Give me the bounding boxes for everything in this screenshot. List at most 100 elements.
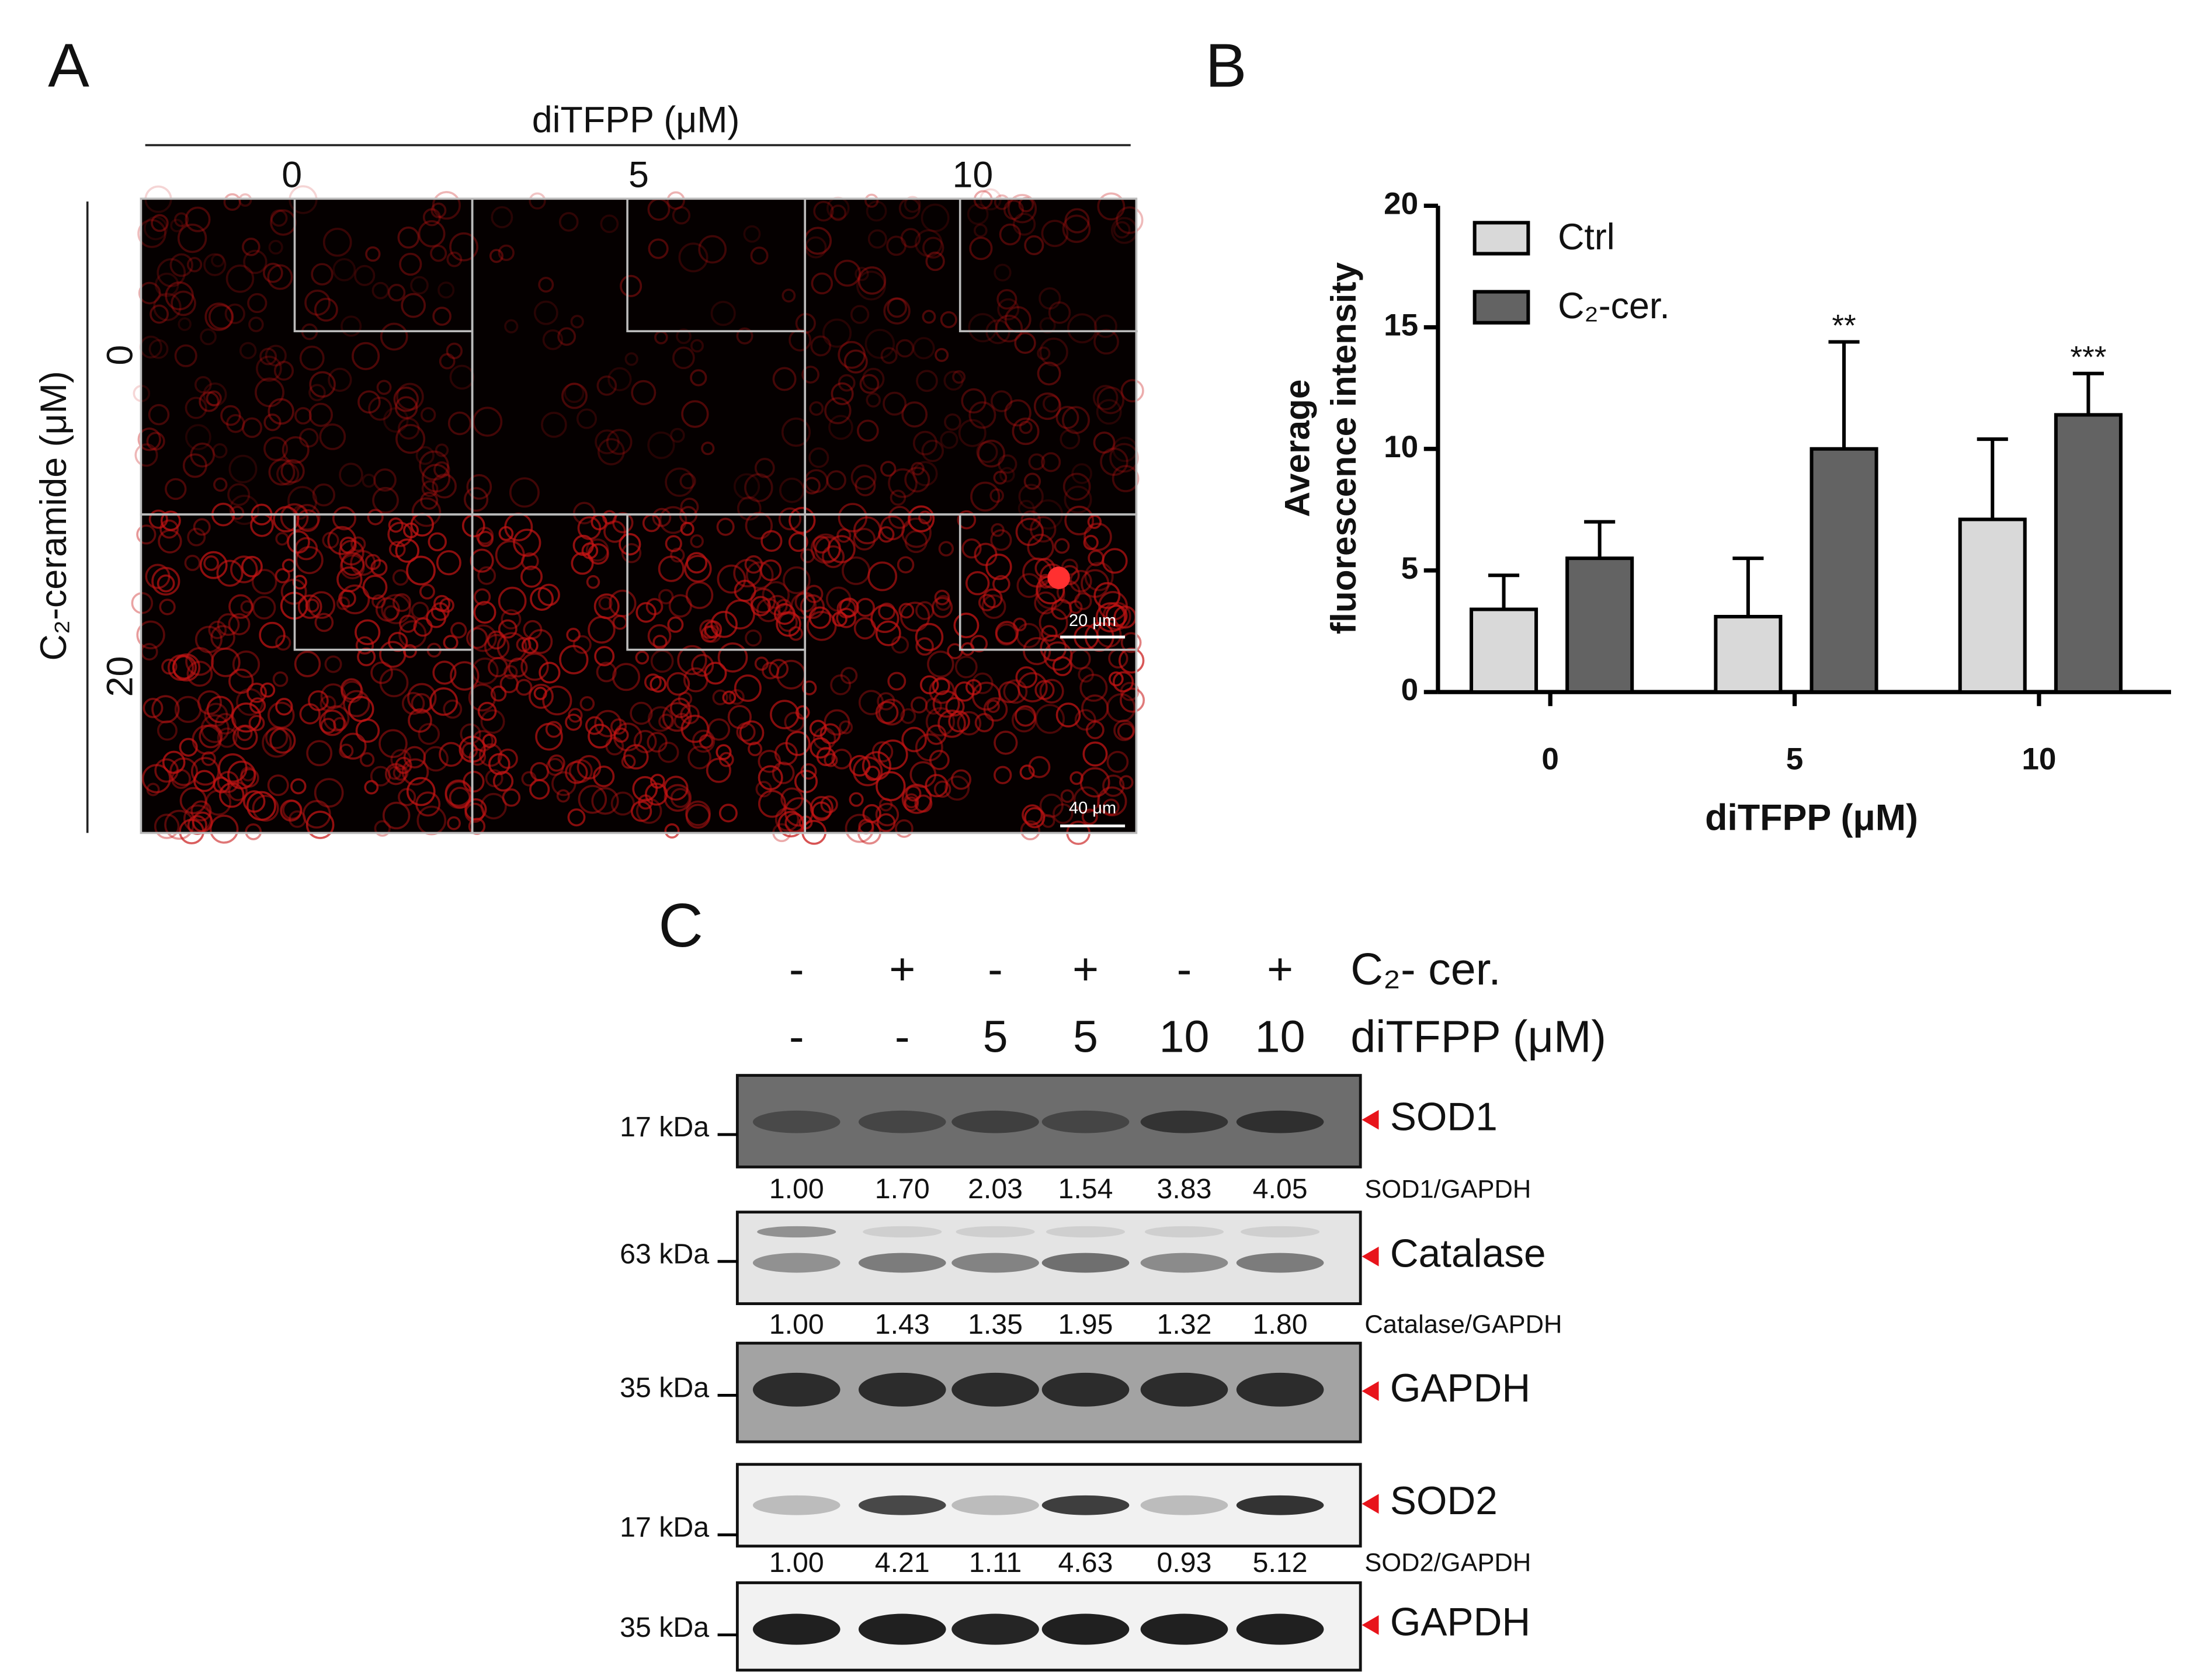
protein-label: GAPDH xyxy=(1390,1601,1530,1644)
cell xyxy=(318,709,346,736)
cell xyxy=(856,597,875,617)
inset-border xyxy=(293,199,473,333)
band xyxy=(1241,1226,1320,1238)
marker-label: 63 kDa xyxy=(620,1238,709,1269)
cell xyxy=(938,541,954,556)
cell xyxy=(658,589,674,605)
cell xyxy=(1039,608,1068,638)
cell xyxy=(1055,702,1081,728)
cell xyxy=(750,246,769,265)
cell xyxy=(450,661,480,691)
cell xyxy=(994,263,1012,281)
cell xyxy=(999,223,1022,246)
cell xyxy=(496,632,527,663)
cell xyxy=(387,766,402,780)
cell xyxy=(685,581,714,609)
cell xyxy=(418,723,440,745)
cell xyxy=(1039,317,1056,334)
cell xyxy=(372,486,399,514)
cell xyxy=(775,807,800,832)
ratio-label: Catalase/GAPDH xyxy=(1364,1311,1562,1339)
cell xyxy=(644,673,662,691)
cell xyxy=(900,228,921,248)
cell xyxy=(529,192,546,210)
cell xyxy=(468,748,487,766)
cell xyxy=(165,478,187,500)
cell xyxy=(225,265,255,293)
cell xyxy=(996,289,1017,310)
cell xyxy=(1093,432,1116,454)
cell xyxy=(596,375,617,396)
cell xyxy=(838,340,866,369)
protein-label: SOD1 xyxy=(1390,1095,1498,1139)
cell xyxy=(311,263,334,286)
cell xyxy=(1018,484,1044,509)
x-axis-label: diTFPP (μM) xyxy=(1705,797,1918,838)
cell xyxy=(993,471,1008,485)
cell xyxy=(489,249,503,263)
cell xyxy=(1034,591,1057,615)
cell xyxy=(925,707,955,737)
error-bar xyxy=(1828,340,1860,449)
protein-label: SOD2 xyxy=(1390,1479,1498,1523)
cell xyxy=(492,771,514,792)
cell xyxy=(1106,693,1136,723)
cell xyxy=(836,607,857,628)
ratio: 1.11 xyxy=(969,1547,1022,1578)
cell xyxy=(800,594,825,620)
cell xyxy=(678,691,693,707)
band xyxy=(1046,1226,1126,1238)
cell xyxy=(1039,338,1068,367)
cell xyxy=(937,709,966,738)
cell xyxy=(1012,418,1040,446)
cell xyxy=(912,430,938,455)
cell xyxy=(989,488,1004,503)
cell xyxy=(260,682,276,698)
cell xyxy=(883,391,907,416)
cell xyxy=(1041,814,1055,828)
cell xyxy=(401,293,426,318)
cell xyxy=(384,763,407,785)
cell xyxy=(658,555,685,582)
cell xyxy=(282,436,310,464)
cell xyxy=(908,505,935,533)
cell xyxy=(498,619,518,639)
cell xyxy=(364,780,379,795)
cell xyxy=(538,276,554,293)
micrograph-cells xyxy=(131,185,1145,846)
cell xyxy=(973,224,988,238)
cell xyxy=(396,382,424,411)
treatment-label: C₂- cer. xyxy=(1350,944,1501,994)
cell xyxy=(502,788,521,807)
cell xyxy=(970,481,1001,512)
cell xyxy=(954,681,975,702)
cell xyxy=(822,318,852,348)
cell xyxy=(268,398,294,425)
cell xyxy=(433,461,450,478)
cell xyxy=(565,714,582,731)
cell xyxy=(259,347,277,366)
band xyxy=(1236,1253,1324,1273)
cell xyxy=(259,621,286,649)
cell xyxy=(810,796,833,820)
cell xyxy=(362,575,388,600)
cell xyxy=(699,734,714,749)
cell xyxy=(1054,538,1070,554)
cell xyxy=(1096,386,1125,415)
cell xyxy=(665,535,682,552)
cell xyxy=(833,259,861,287)
cell xyxy=(242,238,261,256)
cell xyxy=(280,459,305,484)
cell xyxy=(606,429,633,455)
band xyxy=(1140,1253,1228,1273)
cell xyxy=(1074,592,1092,610)
cell xyxy=(1041,452,1061,472)
error-bar xyxy=(1584,520,1616,559)
cell xyxy=(843,349,868,374)
cell xyxy=(1037,346,1051,360)
cell xyxy=(898,603,915,619)
cell xyxy=(1051,599,1072,620)
cell xyxy=(1093,329,1119,355)
cell xyxy=(1040,634,1067,662)
cell xyxy=(679,472,696,490)
